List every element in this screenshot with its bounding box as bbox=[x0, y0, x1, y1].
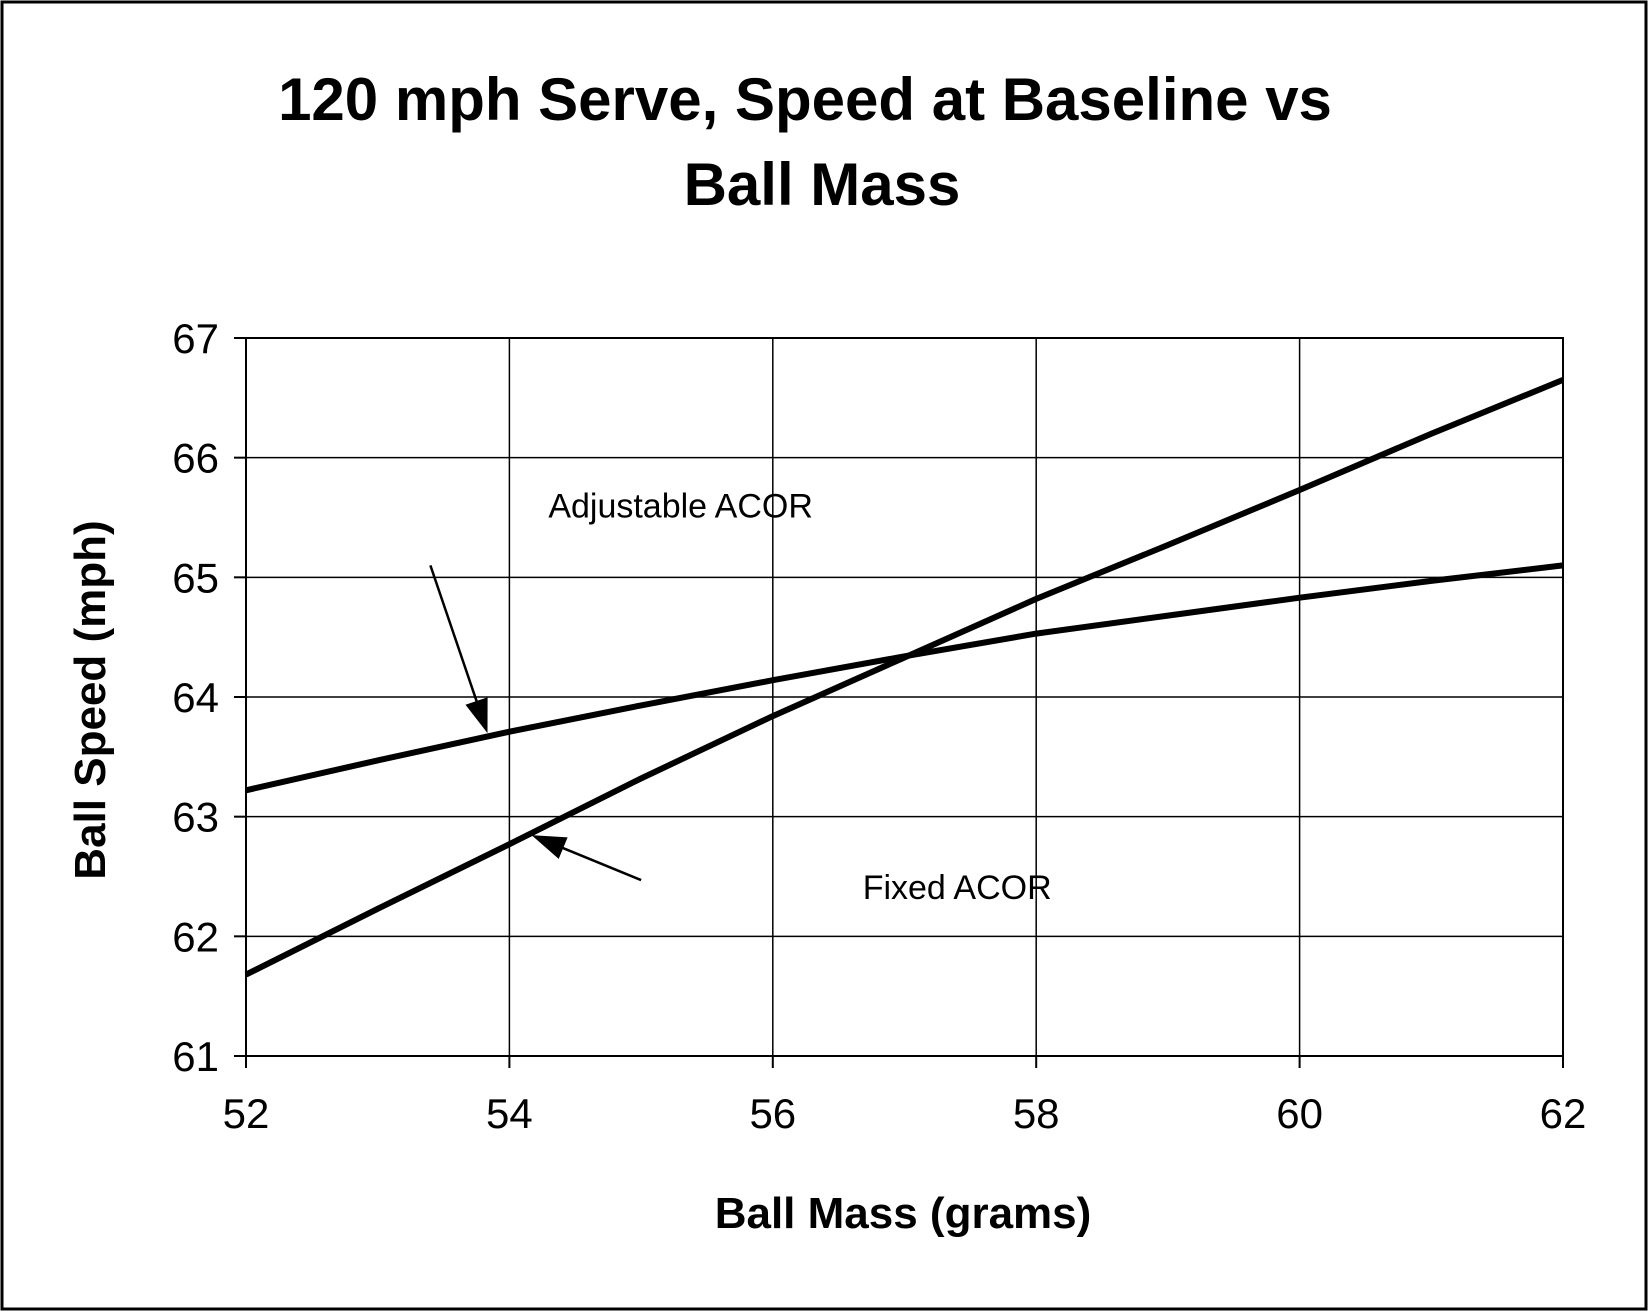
y-tick-label: 63 bbox=[172, 794, 219, 841]
annotations: Adjustable ACOR Fixed ACOR bbox=[429, 488, 1052, 907]
y-tick-label: 64 bbox=[172, 674, 219, 721]
x-tick-label: 56 bbox=[749, 1090, 796, 1137]
annotation-arrow-shaft-fixed-acor bbox=[562, 846, 642, 882]
x-tick-label: 54 bbox=[486, 1090, 533, 1137]
annotation-arrow-shaft-adjustable-acor bbox=[429, 564, 478, 702]
axis-ticks: 52 54 56 58 60 62 61 62 63 64 65 66 67 bbox=[172, 315, 1586, 1137]
series-lines bbox=[244, 377, 1565, 978]
chart-title-line-2: Ball Mass bbox=[684, 151, 961, 218]
x-tick-label: 52 bbox=[223, 1090, 270, 1137]
y-tick-label: 61 bbox=[172, 1033, 219, 1080]
annotation-label-fixed-acor: Fixed ACOR bbox=[863, 869, 1052, 907]
series-line-fixed-acor bbox=[244, 377, 1565, 978]
y-tick-label: 62 bbox=[172, 913, 219, 960]
annotation-arrowhead-fixed-acor bbox=[531, 835, 568, 859]
y-tick-label: 65 bbox=[172, 554, 219, 601]
y-tick-label: 66 bbox=[172, 435, 219, 482]
x-tick-label: 58 bbox=[1013, 1090, 1060, 1137]
x-tick-label: 62 bbox=[1540, 1090, 1587, 1137]
annotation-label-adjustable-acor: Adjustable ACOR bbox=[548, 488, 813, 526]
x-tick-label: 60 bbox=[1276, 1090, 1323, 1137]
annotation-arrowhead-adjustable-acor bbox=[465, 697, 488, 734]
x-axis-title: Ball Mass (grams) bbox=[715, 1189, 1092, 1238]
chart-title-line-1: 120 mph Serve, Speed at Baseline vs bbox=[278, 66, 1332, 133]
y-tick-label: 67 bbox=[172, 315, 219, 362]
y-axis-title: Ball Speed (mph) bbox=[66, 520, 115, 879]
